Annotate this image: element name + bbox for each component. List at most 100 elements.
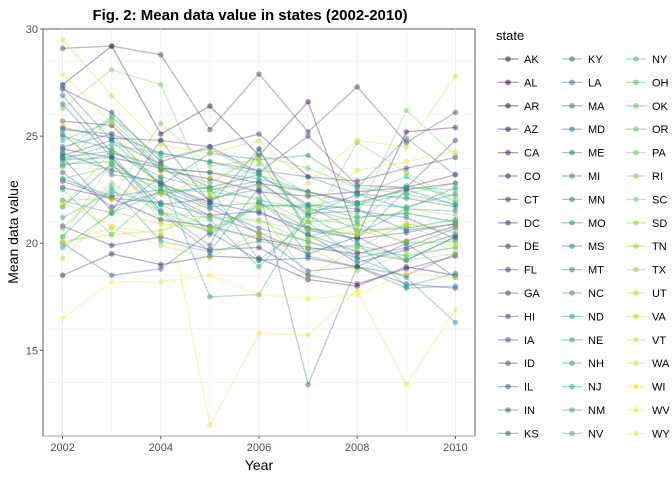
data-point-UT-2009	[403, 251, 410, 257]
data-point-TN-2004	[158, 165, 164, 171]
legend-label-FL: FL	[524, 265, 537, 277]
data-point-IN-2005	[207, 184, 213, 191]
data-point-FL-2009	[403, 229, 410, 236]
data-point-ME-2007	[305, 253, 311, 259]
data-point-NE-2005	[207, 249, 213, 255]
data-point-MS-2005	[207, 186, 213, 193]
series-line-MO	[62, 86, 456, 236]
data-point-TX-2004	[158, 227, 164, 234]
data-point-VT-2005	[207, 150, 213, 156]
legend-key-point-TN	[633, 243, 639, 249]
series-line-UT	[62, 210, 456, 272]
data-point-OR-2009	[403, 191, 410, 197]
data-point-DE-2007	[305, 133, 311, 139]
data-point-MD-2010	[452, 171, 459, 178]
legend-key-point-MA	[569, 103, 575, 109]
data-point-OK-2007	[305, 219, 311, 225]
data-point-ID-2003	[108, 272, 115, 279]
data-point-NM-2010	[452, 238, 459, 244]
data-point-WI-2008	[354, 167, 361, 174]
legend-key-point-IN	[505, 407, 511, 413]
series-line-AK	[62, 45, 456, 239]
data-point-MS-2008	[354, 191, 361, 197]
data-point-IL-2006	[256, 180, 262, 186]
data-point-WY-2004	[158, 279, 164, 285]
data-point-NV-2002	[59, 156, 66, 163]
data-point-OK-2006	[256, 195, 262, 201]
data-point-MA-2003	[108, 146, 115, 152]
data-point-WA-2006	[256, 204, 262, 210]
data-point-MI-2009	[403, 257, 410, 264]
data-point-CT-2002	[59, 86, 66, 92]
legend-label-VA: VA	[652, 311, 667, 323]
data-point-AK-2004	[158, 131, 164, 137]
data-point-MT-2002	[59, 161, 66, 167]
data-point-AK-2007	[305, 99, 311, 105]
data-point-VT-2008	[354, 137, 361, 144]
series-line-CO	[62, 225, 456, 285]
data-point-SD-2008	[354, 244, 361, 251]
data-point-MS-2004	[158, 174, 164, 180]
data-point-DC-2008	[354, 84, 361, 90]
data-point-VA-2010	[452, 242, 459, 249]
data-point-IA-2005	[207, 199, 213, 206]
series-line-AZ	[62, 120, 456, 197]
data-point-NE-2003	[108, 184, 115, 191]
data-point-LA-2006	[256, 225, 262, 231]
data-point-NH-2007	[305, 201, 311, 208]
series-points	[59, 36, 459, 429]
data-point-CT-2009	[403, 165, 410, 171]
data-point-AR-2004	[158, 216, 164, 223]
data-point-WV-2003	[108, 197, 115, 204]
data-point-AZ-2004	[158, 167, 164, 174]
data-point-MT-2008	[354, 255, 361, 261]
chart-title: Fig. 2: Mean data value in states (2002-…	[92, 7, 407, 24]
data-point-CO-2003	[108, 242, 115, 249]
x-axis: 2002 2004 2006 2008 2010	[50, 436, 468, 454]
data-point-NM-2006	[256, 199, 262, 206]
data-point-CT-2004	[158, 159, 164, 165]
data-point-ND-2007	[305, 212, 311, 219]
series-line-WY	[62, 272, 456, 319]
data-point-LA-2008	[354, 255, 361, 261]
data-point-VT-2002	[59, 36, 66, 43]
data-point-MN-2006	[256, 201, 262, 208]
data-point-NH-2002	[59, 214, 66, 221]
data-point-MT-2007	[305, 219, 311, 225]
legend-key-point-AR	[505, 103, 511, 109]
data-point-MA-2008	[354, 236, 361, 242]
legend-label-RI: RI	[652, 171, 663, 183]
data-point-PA-2006	[256, 216, 262, 223]
data-point-IA-2002	[59, 154, 66, 161]
legend-key-point-TX	[633, 266, 639, 273]
data-point-GA-2007	[305, 231, 311, 238]
data-point-TX-2005	[207, 212, 213, 219]
data-point-MI-2010	[452, 234, 459, 240]
data-point-MN-2007	[305, 204, 311, 210]
data-point-NC-2006	[256, 291, 262, 298]
series-line-CT	[62, 88, 456, 182]
data-point-PA-2010	[452, 229, 459, 236]
data-point-MI-2005	[207, 242, 213, 249]
data-point-NV-2003	[108, 141, 115, 148]
series-line-IL	[62, 94, 456, 240]
data-point-CA-2003	[108, 154, 115, 161]
series-line-ND	[62, 191, 456, 287]
data-point-MD-2008	[354, 184, 361, 191]
data-point-VA-2008	[354, 227, 361, 234]
legend-label-NY: NY	[652, 54, 668, 66]
series-line-LA	[62, 178, 456, 259]
data-point-UT-2004	[158, 221, 164, 227]
legend-key-point-IA	[505, 337, 511, 343]
data-point-AL-2004	[158, 261, 164, 268]
legend-key-point-MT	[569, 266, 575, 273]
series-line-SC	[62, 122, 456, 230]
data-point-MO-2002	[59, 84, 66, 90]
data-point-HI-2008	[354, 234, 361, 240]
data-point-CO-2005	[207, 246, 213, 253]
data-point-NM-2002	[59, 163, 66, 169]
data-point-OK-2004	[158, 186, 164, 193]
series-line-IA	[62, 139, 456, 279]
legend-key-point-KS	[505, 430, 511, 437]
data-point-OH-2009	[403, 182, 410, 189]
